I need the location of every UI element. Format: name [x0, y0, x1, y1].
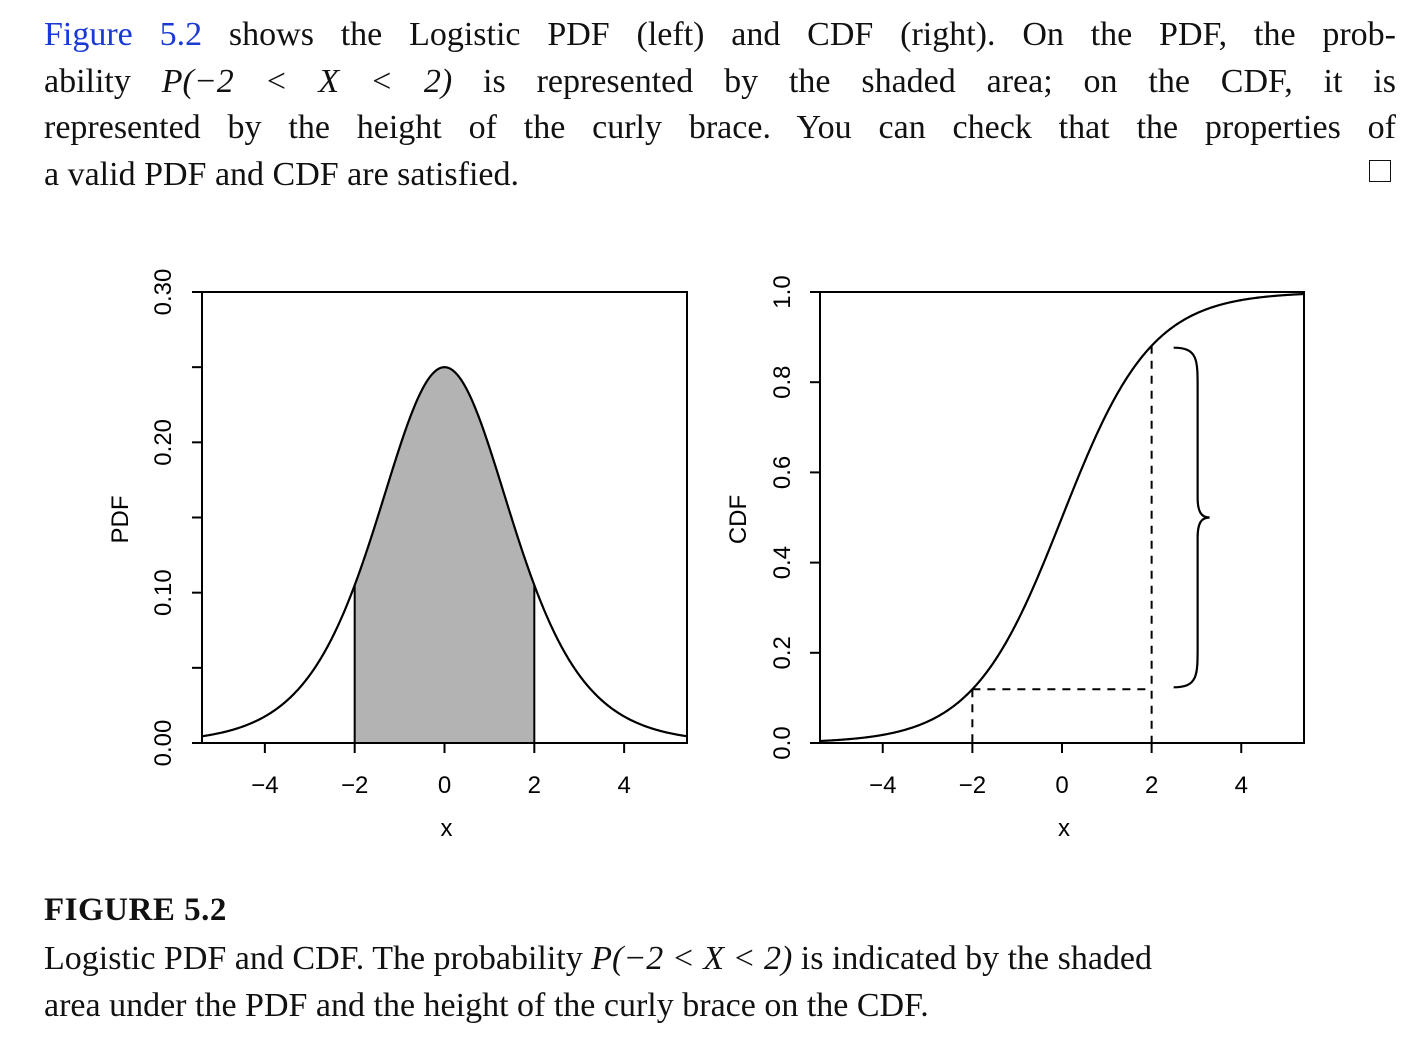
y-tick-label: 0.6 [769, 456, 796, 489]
x-tick-label: −2 [959, 772, 986, 799]
qed-box-icon [1369, 160, 1391, 182]
y-tick-label: 0.8 [769, 366, 796, 399]
paragraph-line-1: Figure 5.2 shows the Logistic PDF (left)… [44, 12, 1396, 59]
y-tick-label: 0.20 [150, 419, 177, 466]
caption-math: P(−2 < X < 2) [591, 940, 793, 977]
caption-title: FIGURE 5.2 [44, 892, 227, 928]
y-axis-label: PDF [107, 496, 134, 544]
caption-line-2: area under the PDF and the height of the… [44, 986, 929, 1024]
paragraph-line-2-b: is represented by the shaded area; on th… [452, 62, 1396, 100]
paragraph-line-2-a: ability [44, 62, 162, 100]
y-tick-label: 0.4 [769, 546, 796, 579]
x-tick-label: −4 [869, 772, 896, 799]
caption-line-1: Logistic PDF and CDF. The probability P(… [44, 936, 1396, 983]
figure-plots: −4 −2 0 2 4 x 0.00 0.10 0.20 0.30 PDF −4 −2 0 2 4 x 0.0 0… [107, 269, 1305, 842]
cdf-panel: −4 −2 0 2 4 x 0.0 0.2 0.4 0.6 0.8 1.0 CDF [725, 275, 1305, 842]
x-tick-label: 2 [1145, 772, 1158, 799]
x-tick-label: −2 [341, 772, 368, 799]
y-tick-label: 0.30 [150, 269, 177, 316]
x-tick-label: 4 [1235, 772, 1248, 799]
curly-brace [1173, 346, 1210, 689]
x-tick-label: 0 [1055, 772, 1068, 799]
caption-line-1-a: Logistic PDF and CDF. The probability [44, 940, 592, 977]
paragraph-line-3: represented by the height of the curly b… [44, 109, 1396, 146]
paragraph-line-2: ability P(−2 < X < 2) is represented by … [44, 59, 1396, 106]
figure-reference-link[interactable]: Figure 5.2 [44, 16, 203, 53]
y-axis-label: CDF [725, 495, 752, 544]
x-tick-label: 0 [438, 772, 451, 799]
caption-text: Logistic PDF and CDF. The probability P(… [44, 936, 1396, 1029]
paragraph-math: P(−2 < X < 2) [161, 62, 453, 100]
cdf-curve [819, 292, 1305, 743]
pdf-curve [201, 366, 688, 738]
y-tick-label: 0.0 [769, 726, 796, 759]
x-tick-label: 2 [528, 772, 541, 799]
x-tick-label: −4 [251, 772, 278, 799]
pdf-panel: −4 −2 0 2 4 x 0.00 0.10 0.20 0.30 PDF [107, 269, 688, 842]
y-tick-label: 0.2 [769, 636, 796, 669]
body-paragraph: Figure 5.2 shows the Logistic PDF (left)… [44, 12, 1396, 198]
x-tick-label: 4 [617, 772, 630, 799]
y-tick-label: 0.10 [150, 569, 177, 616]
x-axis-label: x [441, 815, 453, 842]
shaded-area [354, 367, 535, 743]
y-tick-label: 0.00 [150, 720, 177, 767]
paragraph-line-1-text: shows the Logistic PDF (left) and CDF (r… [202, 16, 1396, 53]
paragraph-line-4: a valid PDF and CDF are satisfied. [44, 155, 519, 193]
x-axis-label: x [1058, 815, 1070, 842]
caption-line-1-b: is indicated by the shaded [792, 940, 1153, 977]
y-tick-label: 1.0 [769, 275, 796, 308]
